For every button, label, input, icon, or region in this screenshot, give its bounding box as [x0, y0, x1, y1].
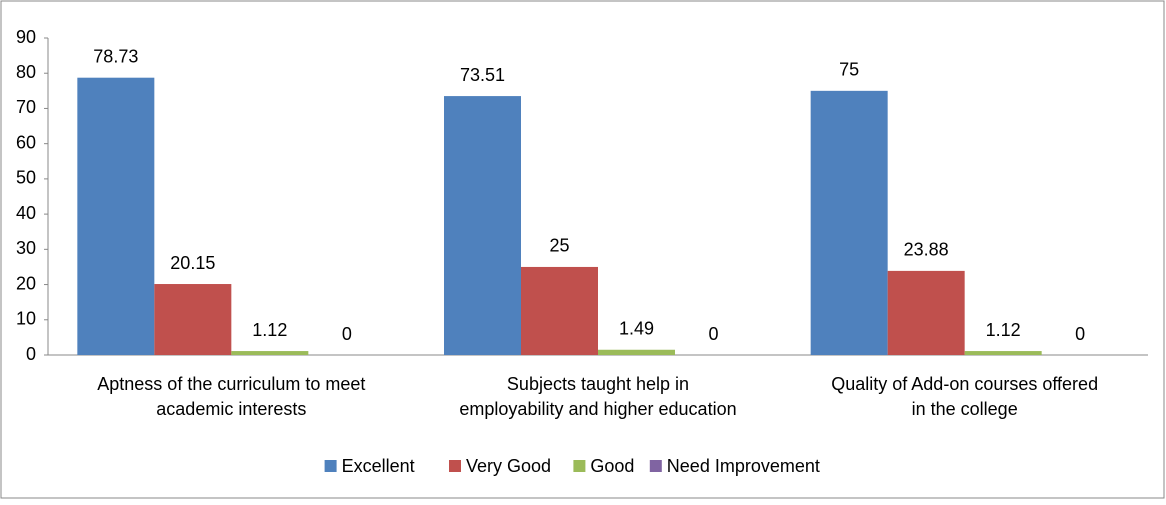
bar — [444, 96, 521, 355]
legend-label: Good — [590, 456, 634, 476]
bar — [810, 90, 888, 355]
bar — [598, 349, 675, 355]
legend-swatch — [649, 460, 662, 472]
x-tick-line: Quality of Add-on courses offered — [831, 374, 1098, 394]
legend-swatch — [573, 460, 586, 472]
bar — [521, 266, 598, 355]
value-label: 1.12 — [252, 320, 287, 340]
bar — [964, 351, 1042, 355]
value-label: 1.12 — [986, 320, 1021, 340]
x-tick-line: Aptness of the curriculum to meet — [97, 374, 365, 394]
legend-label: Very Good — [466, 456, 551, 476]
legend-label: Need Improvement — [667, 456, 820, 476]
y-tick-label: 90 — [16, 27, 36, 47]
y-tick-label: 20 — [16, 273, 36, 293]
value-label: 0 — [1075, 324, 1085, 344]
x-tick-line: Subjects taught help in — [507, 374, 689, 394]
value-label: 20.15 — [170, 253, 215, 273]
legend-label: Excellent — [342, 456, 415, 476]
bar — [154, 284, 232, 355]
value-label: 78.73 — [93, 46, 138, 66]
y-tick-label: 70 — [16, 97, 36, 117]
y-tick-label: 80 — [16, 62, 36, 82]
y-tick-label: 30 — [16, 238, 36, 258]
legend-swatch — [324, 460, 337, 472]
bar — [887, 270, 965, 355]
value-label: 75 — [839, 60, 859, 80]
value-label: 23.88 — [904, 240, 949, 260]
x-tick-line: employability and higher education — [459, 399, 736, 419]
legend-swatch — [449, 460, 461, 472]
y-tick-label: 60 — [16, 132, 36, 152]
bar — [231, 351, 309, 355]
y-tick-label: 50 — [16, 168, 36, 188]
value-label: 0 — [342, 324, 352, 344]
value-label: 1.49 — [619, 319, 654, 339]
x-tick-label: Aptness of the curriculum to meet academi… — [97, 374, 365, 419]
y-tick-label: 40 — [16, 203, 36, 223]
x-tick-line: in the college — [912, 399, 1018, 419]
y-tick-label: 0 — [26, 344, 36, 364]
x-tick-label: Subjects taught help in employability and… — [459, 374, 736, 419]
value-label: 0 — [708, 324, 718, 344]
value-label: 73.51 — [460, 65, 505, 85]
bar — [77, 77, 155, 356]
value-label: 25 — [549, 236, 569, 256]
x-tick-line: academic interests — [156, 399, 306, 419]
x-tick-label: Quality of Add-on courses offered in the … — [831, 374, 1098, 419]
y-tick-label: 10 — [16, 309, 36, 329]
